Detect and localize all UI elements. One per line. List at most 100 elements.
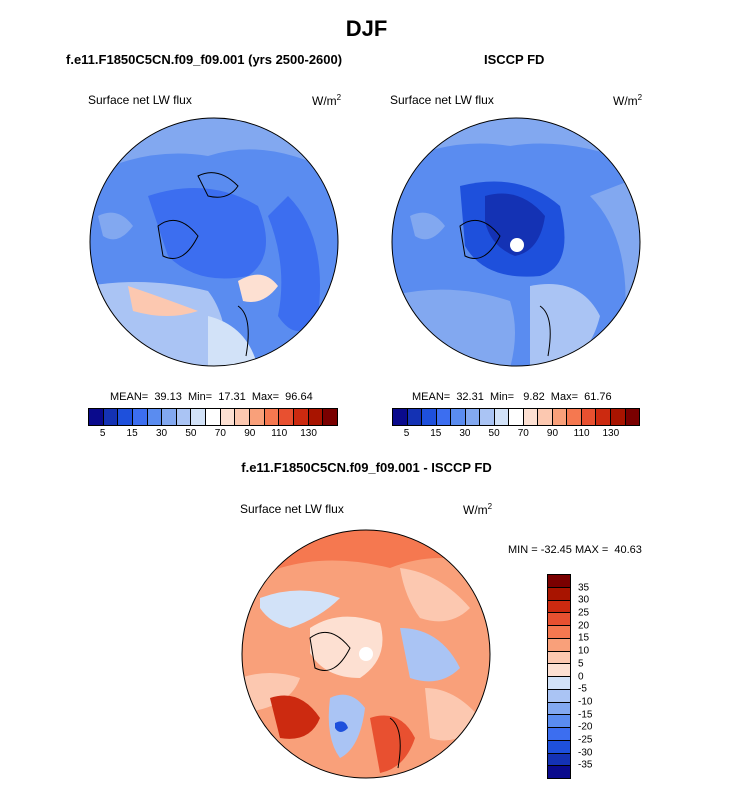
panel2-units: W/m2 bbox=[613, 93, 643, 108]
colorbar-swatch bbox=[548, 587, 570, 601]
panel3-title: f.e11.F1850C5CN.f09_f09.001 - ISCCP FD bbox=[241, 460, 492, 475]
colorbar-tick-label: 15 bbox=[430, 428, 442, 439]
colorbar-tick-label: 70 bbox=[214, 428, 226, 439]
colorbar-swatch bbox=[581, 409, 597, 425]
colorbar-swatch bbox=[548, 664, 570, 677]
panel3-units: W/m2 bbox=[463, 502, 493, 517]
colorbar-swatch bbox=[552, 409, 568, 425]
colorbar-tick-label: 5 bbox=[578, 658, 584, 670]
colorbar-tick-label: 15 bbox=[578, 632, 590, 644]
colorbar-swatch bbox=[279, 409, 294, 425]
page-title: DJF bbox=[345, 16, 388, 41]
colorbar-swatch bbox=[548, 766, 570, 778]
colorbar-swatch bbox=[538, 409, 553, 425]
panel2-polar-map bbox=[391, 117, 641, 367]
colorbar-swatch bbox=[264, 409, 280, 425]
colorbar-tick-label: 5 bbox=[99, 428, 106, 439]
colorbar-swatch bbox=[548, 575, 570, 588]
colorbar-swatch bbox=[132, 409, 148, 425]
colorbar-tick-label: -35 bbox=[578, 759, 593, 771]
panel3-colorbar bbox=[547, 574, 571, 779]
panel1-polar-map bbox=[89, 117, 339, 367]
colorbar-swatch bbox=[235, 409, 251, 425]
colorbar-swatch bbox=[548, 728, 570, 741]
colorbar-swatch bbox=[548, 702, 570, 716]
panel1-stats: MEAN= 39.13 Min= 17.31 Max= 96.64 bbox=[110, 391, 313, 403]
panel3-variable: Surface net LW flux bbox=[240, 502, 344, 516]
colorbar-tick-label: 130 bbox=[300, 428, 317, 439]
colorbar-swatch bbox=[220, 409, 236, 425]
colorbar-swatch bbox=[596, 409, 611, 425]
colorbar-tick-label: 30 bbox=[578, 594, 590, 606]
panel3-polar-map bbox=[241, 529, 491, 779]
panel1-units: W/m2 bbox=[312, 93, 342, 108]
colorbar-swatch bbox=[548, 689, 570, 703]
colorbar-tick-label: 90 bbox=[546, 428, 559, 439]
panel3-colorbar-swatches bbox=[547, 574, 571, 779]
colorbar-tick-label: 5 bbox=[403, 428, 410, 439]
colorbar-swatch bbox=[250, 409, 265, 425]
panel2-title: ISCCP FD bbox=[484, 52, 545, 67]
colorbar-tick-label: 20 bbox=[578, 620, 590, 632]
colorbar-tick-label: 15 bbox=[126, 428, 138, 439]
colorbar-swatch bbox=[191, 409, 207, 425]
panel1-colorbar-swatches bbox=[88, 408, 338, 426]
panel3-stats: MIN = -32.45 MAX = 40.63 bbox=[508, 544, 642, 556]
panel2-colorbar-swatches bbox=[392, 408, 640, 426]
colorbar-swatch bbox=[567, 409, 582, 425]
colorbar-swatch bbox=[548, 613, 570, 626]
colorbar-swatch bbox=[523, 409, 539, 425]
colorbar-tick-label: -30 bbox=[578, 747, 593, 759]
panel2-colorbar bbox=[392, 408, 640, 426]
colorbar-tick-label: 50 bbox=[488, 428, 500, 439]
colorbar-tick-label: -20 bbox=[578, 721, 593, 733]
colorbar-swatch bbox=[422, 409, 437, 425]
colorbar-swatch bbox=[625, 409, 640, 425]
colorbar-swatch bbox=[548, 638, 570, 652]
colorbar-tick-label: -25 bbox=[578, 734, 593, 746]
colorbar-tick-label: -10 bbox=[578, 696, 593, 708]
colorbar-swatch bbox=[548, 600, 570, 614]
colorbar-swatch bbox=[548, 740, 570, 754]
panel1-title: f.e11.F1850C5CN.f09_f09.001 (yrs 2500-26… bbox=[66, 52, 343, 67]
colorbar-swatch bbox=[548, 715, 570, 728]
colorbar-swatch bbox=[548, 651, 570, 665]
panel2-colorbar-ticks: 5 15 30 50 70 90 110 130 bbox=[392, 428, 640, 442]
colorbar-swatch bbox=[308, 409, 324, 425]
colorbar-swatch bbox=[89, 409, 104, 425]
colorbar-swatch bbox=[548, 677, 570, 690]
panel1-variable: Surface net LW flux bbox=[88, 93, 192, 107]
colorbar-tick-label: 10 bbox=[578, 645, 590, 657]
colorbar-tick-label: 130 bbox=[602, 428, 620, 439]
colorbar-tick-label: 110 bbox=[573, 428, 590, 439]
colorbar-swatch bbox=[465, 409, 481, 425]
panel1-colorbar-ticks: 5 15 30 50 70 90 110 130 bbox=[88, 428, 338, 442]
panel1-colorbar bbox=[88, 408, 338, 426]
colorbar-swatch bbox=[548, 753, 570, 767]
colorbar-swatch bbox=[206, 409, 221, 425]
colorbar-swatch bbox=[548, 626, 570, 639]
colorbar-swatch bbox=[509, 409, 524, 425]
colorbar-swatch bbox=[480, 409, 495, 425]
colorbar-tick-label: 35 bbox=[578, 582, 590, 594]
colorbar-swatch bbox=[176, 409, 192, 425]
colorbar-swatch bbox=[162, 409, 177, 425]
colorbar-swatch bbox=[451, 409, 466, 425]
colorbar-swatch bbox=[407, 409, 423, 425]
colorbar-tick-label: 110 bbox=[271, 428, 288, 439]
colorbar-tick-label: -5 bbox=[578, 683, 587, 695]
panel2-stats: MEAN= 32.31 Min= 9.82 Max= 61.76 bbox=[412, 391, 612, 403]
colorbar-tick-label: 0 bbox=[578, 671, 584, 682]
colorbar-tick-label: 25 bbox=[578, 607, 590, 619]
colorbar-tick-label: -15 bbox=[578, 709, 593, 721]
colorbar-tick-label: 70 bbox=[517, 428, 529, 439]
colorbar-swatch bbox=[293, 409, 309, 425]
colorbar-tick-label: 30 bbox=[155, 428, 168, 439]
panel2-variable: Surface net LW flux bbox=[390, 93, 494, 107]
colorbar-swatch bbox=[610, 409, 626, 425]
colorbar-tick-label: 50 bbox=[185, 428, 197, 439]
colorbar-swatch bbox=[436, 409, 452, 425]
colorbar-swatch bbox=[103, 409, 119, 425]
panel3-colorbar-ticks: 35 30 25 20 15 10 5 0 -5 -10 -15 -20 -25 -30 -35 bbox=[578, 575, 618, 778]
colorbar-swatch bbox=[393, 409, 408, 425]
